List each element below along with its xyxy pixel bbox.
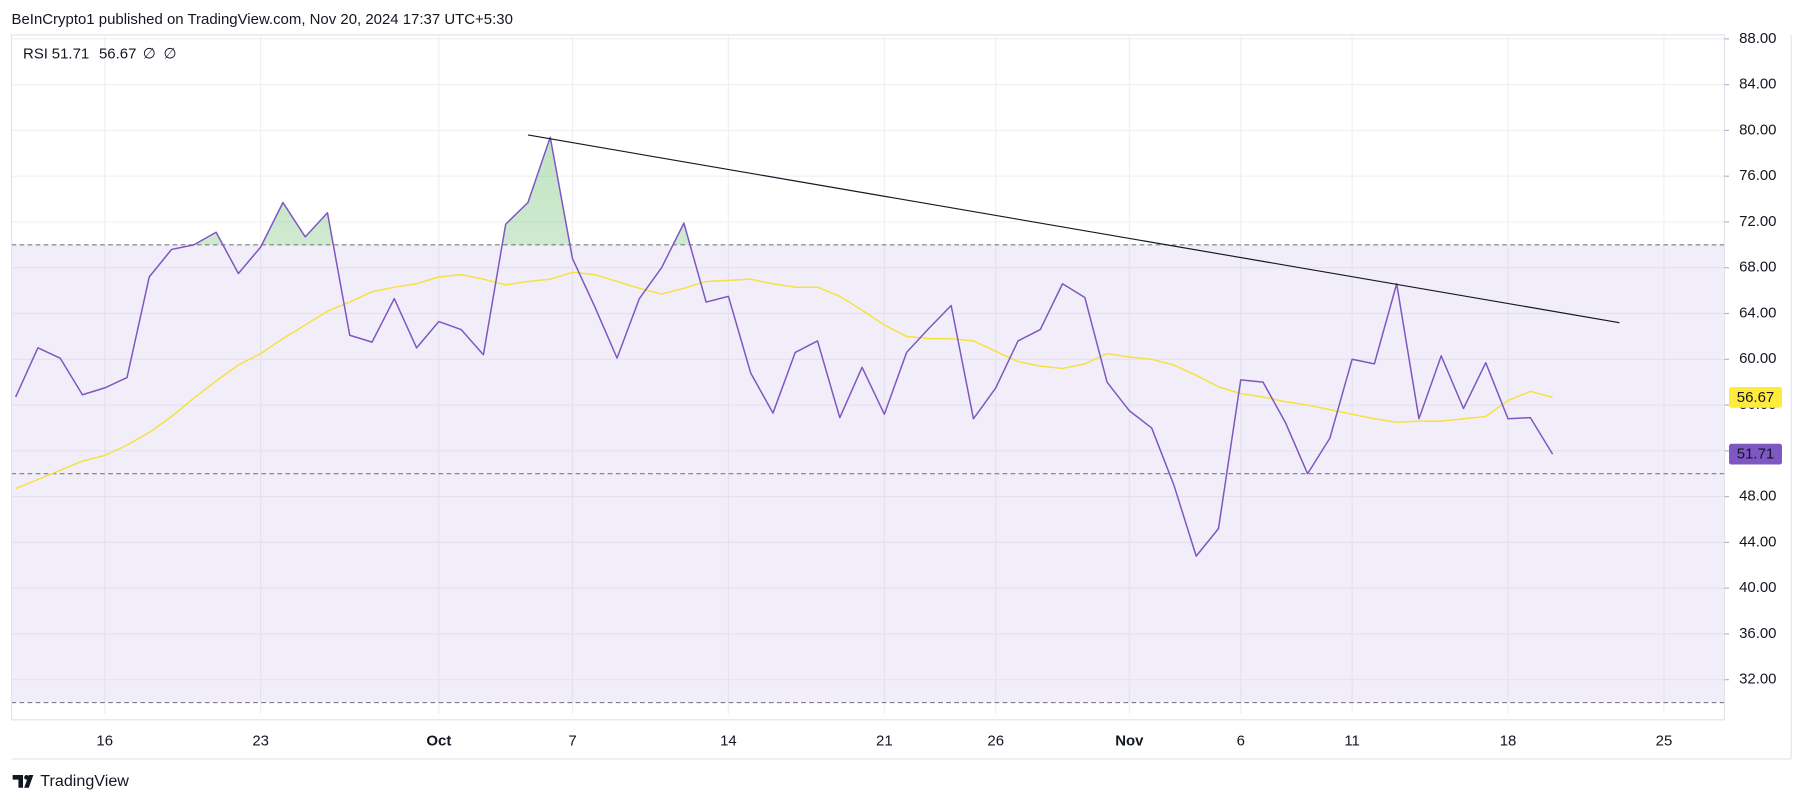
y-tick-label: 60.00: [1739, 350, 1776, 367]
legend-symbol: ∅: [163, 45, 176, 62]
legend-value: 56.67: [99, 45, 136, 62]
y-tick-label: 84.00: [1739, 76, 1776, 93]
x-tick-label: 21: [876, 733, 893, 750]
logo-icon: [12, 775, 34, 788]
x-tick-label: 14: [720, 733, 737, 750]
legend: RSI 51.71 56.67 ∅ ∅: [23, 45, 176, 62]
y-tick-label: 76.00: [1739, 167, 1776, 184]
legend-value: 51.71: [52, 45, 89, 62]
x-tick-label: 23: [252, 733, 269, 750]
x-tick-label: 7: [568, 733, 576, 750]
y-tick-label: 32.00: [1739, 671, 1776, 688]
x-tick-label: 18: [1500, 733, 1517, 750]
y-tick-label: 40.00: [1739, 579, 1776, 596]
x-tick-label: 26: [987, 733, 1004, 750]
x-tick-label: Oct: [426, 733, 451, 750]
price-badge-label: 56.67: [1737, 389, 1774, 406]
grid-layer: [11, 34, 1725, 715]
trendline: [527, 134, 1620, 324]
y-tick-label: 68.00: [1739, 259, 1776, 276]
logo-dot: [24, 775, 29, 780]
y-tick-label: 48.00: [1739, 488, 1776, 505]
x-tick-label: 16: [96, 733, 113, 750]
x-tick-label: 11: [1344, 733, 1360, 750]
x-tick-label: Nov: [1115, 733, 1144, 750]
rsi-line: [14, 136, 1554, 557]
publisher-header: BeInCrypto1 published on TradingView.com…: [12, 11, 513, 28]
price-badge: [1729, 443, 1782, 465]
y-tick-label: 36.00: [1739, 625, 1776, 642]
x-tick-label: 6: [1237, 733, 1245, 750]
plot-layer: [11, 134, 1725, 704]
x-tick-label: 25: [1656, 733, 1673, 750]
brand-logo: TradingView: [12, 772, 129, 790]
rsi-ma-line: [15, 271, 1553, 490]
price-badge: [1729, 387, 1782, 408]
y-tick-label: 72.00: [1739, 213, 1776, 230]
brand-name: TradingView: [40, 772, 129, 790]
pane-border: [10, 34, 1725, 721]
y-tick-label: 64.00: [1739, 304, 1776, 321]
y-tick-label: 80.00: [1739, 121, 1776, 138]
legend-symbol: ∅: [143, 45, 156, 62]
y-tick-label: 44.00: [1739, 533, 1776, 550]
price-badge-label: 51.71: [1737, 446, 1774, 463]
y-tick-label: 88.00: [1739, 30, 1776, 47]
legend-title: RSI: [23, 45, 48, 62]
